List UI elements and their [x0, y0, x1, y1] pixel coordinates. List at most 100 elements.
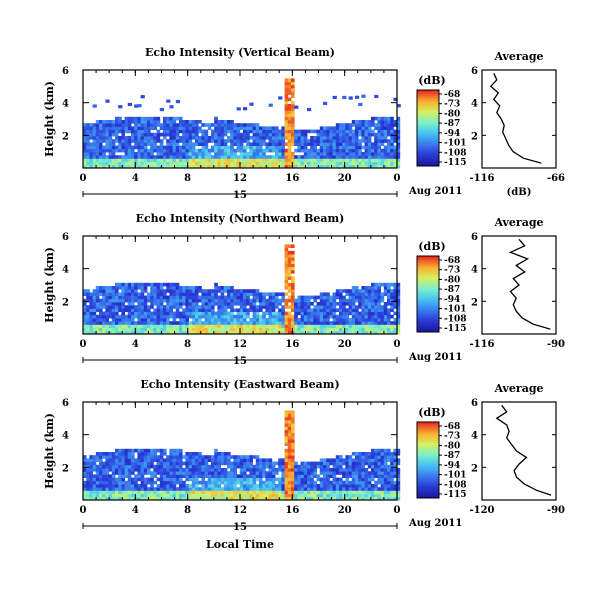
colorbar-segment: [417, 433, 439, 436]
heatmap-cell: [284, 257, 289, 261]
heatmap-cell: [268, 321, 273, 325]
heatmap-cell: [297, 493, 301, 498]
colorbar-segment: [417, 437, 439, 440]
heatmap-cell: [329, 158, 333, 162]
heatmap-cell: [220, 461, 225, 466]
heatmap-cell: [143, 477, 148, 482]
heatmap-cell: [83, 490, 87, 494]
heatmap-cell: [166, 455, 170, 459]
heatmap-cell: [361, 484, 365, 488]
heatmap-cell: [335, 123, 340, 127]
heatmap-cell: [271, 142, 276, 146]
heatmap-cell: [390, 161, 394, 166]
heatmap-cell: [147, 490, 151, 494]
heatmap-cell: [355, 145, 359, 150]
heatmap-cell: [230, 142, 234, 146]
x-axis-label: Local Time: [206, 538, 274, 551]
heatmap-cell: [169, 490, 173, 494]
heatmap-cell: [105, 298, 109, 303]
heatmap-cell: [342, 318, 346, 322]
heatmap-cell: [249, 484, 253, 488]
heatmap-cell: [163, 282, 167, 287]
heatmap-cell: [271, 318, 276, 322]
heatmap-cell: [243, 484, 247, 488]
heatmap-cell: [339, 327, 343, 332]
heatmap-cell: [115, 448, 119, 453]
heatmap-cell: [291, 152, 295, 156]
heatmap-cell: [268, 311, 273, 316]
heatmap-cell: [156, 471, 161, 475]
heatmap-cell: [390, 490, 394, 494]
heatmap-cell: [358, 123, 362, 127]
heatmap-cell: [233, 129, 237, 134]
heatmap-cell: [335, 496, 340, 501]
heatmap-cell: [284, 116, 289, 121]
heatmap-cell: [383, 164, 388, 169]
colorbar-segment: [417, 101, 439, 104]
heatmap-cell: [287, 88, 292, 92]
heatmap-cell: [358, 126, 362, 130]
heatmap-cell: [207, 458, 212, 462]
heatmap-cell: [287, 139, 292, 143]
heatmap-cell: [335, 152, 340, 156]
heatmap-cell: [166, 148, 170, 153]
heatmap-cell: [147, 452, 151, 456]
heatmap-cell: [201, 330, 205, 335]
heatmap-cell: [153, 321, 157, 325]
heatmap-cell: [127, 487, 132, 491]
heatmap-cell: [217, 136, 221, 140]
heatmap-cell: [268, 324, 273, 328]
heatmap-cell: [297, 302, 301, 306]
heatmap-cell: [387, 321, 391, 325]
heatmap-cell: [214, 282, 218, 287]
heatmap-cell: [326, 139, 330, 143]
heatmap-cell: [111, 471, 116, 475]
heatmap-cell: [150, 295, 154, 300]
heatmap-cell: [265, 302, 269, 306]
heatmap-cell: [243, 139, 247, 143]
heatmap-cell: [249, 490, 253, 494]
heatmap-cell: [246, 161, 250, 166]
heatmap-cell: [191, 452, 196, 456]
heatmap-cell: [86, 321, 90, 325]
heatmap-cell: [83, 321, 87, 325]
heatmap-cell: [147, 120, 151, 124]
heatmap-cell: [95, 496, 100, 501]
heatmap-cell: [291, 432, 295, 437]
heatmap-cell: [172, 461, 177, 466]
heatmap-cell: [259, 305, 263, 309]
heatmap-cell: [105, 314, 109, 319]
heatmap-cell: [118, 282, 122, 287]
heatmap-cell: [239, 289, 244, 293]
heatmap-cell: [214, 132, 218, 137]
heatmap-cell: [185, 314, 189, 319]
heatmap-cell: [124, 161, 129, 166]
heatmap-cell: [278, 493, 282, 498]
avg-y-tick-label: 6: [471, 398, 478, 409]
heatmap-cell: [380, 461, 385, 466]
heatmap-cell: [294, 477, 298, 482]
heatmap-cell: [166, 327, 170, 332]
heatmap-cell: [307, 142, 311, 146]
heatmap-cell: [92, 493, 97, 498]
heatmap-cell: [358, 458, 362, 462]
heatmap-cell: [230, 484, 234, 488]
heatmap-cell: [335, 461, 340, 466]
heatmap-cell: [262, 148, 266, 153]
heatmap-cell: [140, 480, 145, 485]
heatmap-cell: [169, 148, 173, 153]
heatmap-cell: [246, 493, 250, 498]
heatmap-cell: [217, 468, 221, 472]
heatmap-cell: [393, 452, 397, 456]
heatmap-cell: [255, 148, 260, 153]
colorbar-segment: [417, 429, 439, 432]
colorbar-segment: [417, 494, 439, 497]
heatmap-cell: [102, 120, 106, 124]
heatmap-cell: [214, 123, 218, 127]
heatmap-cell: [195, 308, 199, 312]
heatmap-cell: [393, 464, 397, 469]
heatmap-cell: [204, 289, 209, 293]
heatmap-cell: [246, 298, 250, 303]
heatmap-cell: [268, 145, 273, 150]
heatmap-cell: [211, 308, 215, 312]
